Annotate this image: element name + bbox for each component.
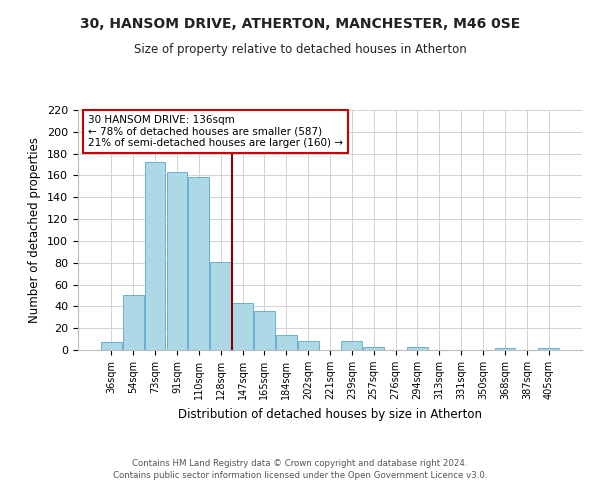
Bar [276, 334, 296, 350]
Bar [341, 342, 362, 350]
Bar [407, 346, 428, 350]
Bar [494, 348, 515, 350]
Bar [101, 342, 122, 350]
Text: Contains HM Land Registry data © Crown copyright and database right 2024.
Contai: Contains HM Land Registry data © Crown c… [113, 458, 487, 480]
Bar [123, 296, 143, 350]
Y-axis label: Number of detached properties: Number of detached properties [28, 137, 41, 323]
Bar [254, 310, 275, 350]
X-axis label: Distribution of detached houses by size in Atherton: Distribution of detached houses by size … [178, 408, 482, 420]
Bar [364, 346, 384, 350]
Text: 30, HANSOM DRIVE, ATHERTON, MANCHESTER, M46 0SE: 30, HANSOM DRIVE, ATHERTON, MANCHESTER, … [80, 18, 520, 32]
Text: 30 HANSOM DRIVE: 136sqm
← 78% of detached houses are smaller (587)
21% of semi-d: 30 HANSOM DRIVE: 136sqm ← 78% of detache… [88, 115, 343, 148]
Bar [232, 303, 253, 350]
Bar [145, 162, 166, 350]
Text: Size of property relative to detached houses in Atherton: Size of property relative to detached ho… [134, 42, 466, 56]
Bar [210, 262, 231, 350]
Bar [538, 348, 559, 350]
Bar [298, 342, 319, 350]
Bar [167, 172, 187, 350]
Bar [188, 176, 209, 350]
